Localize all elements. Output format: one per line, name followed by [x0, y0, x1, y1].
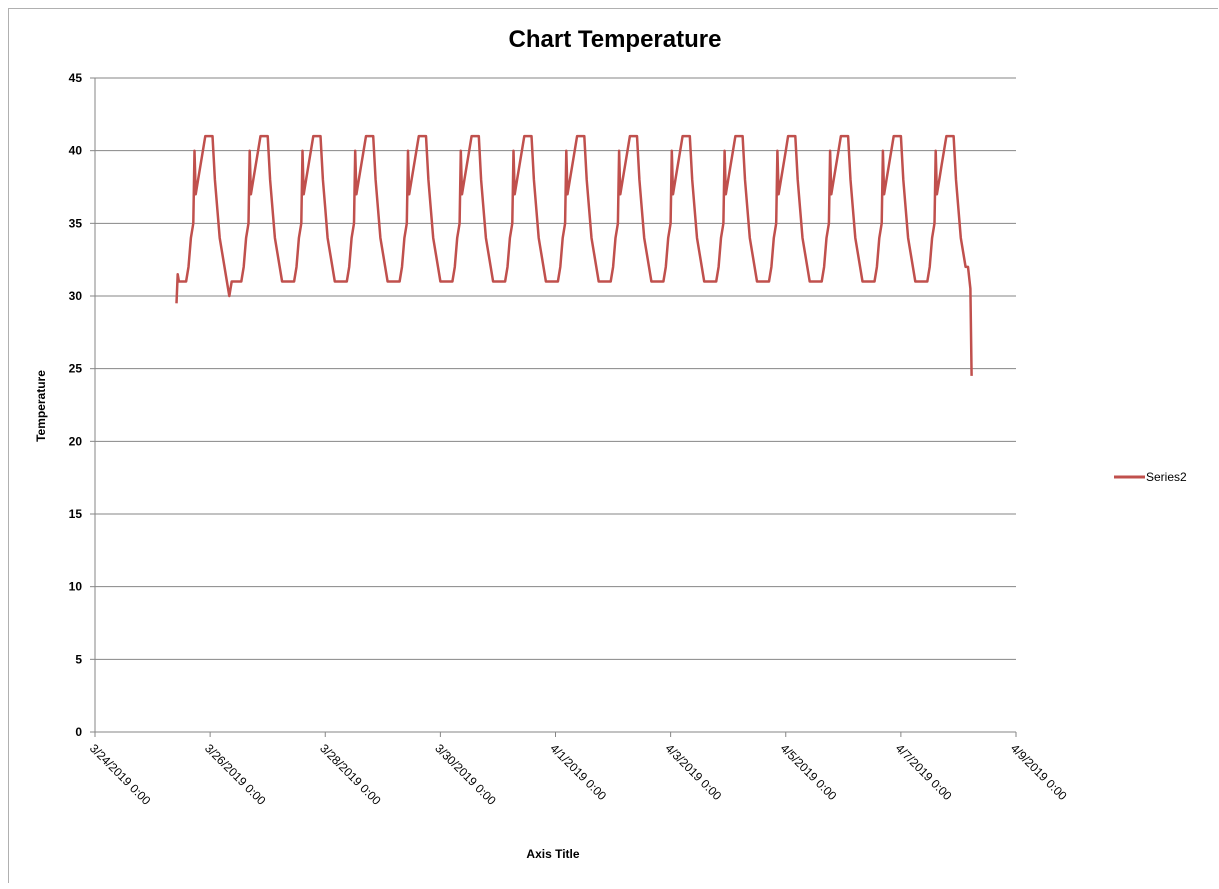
x-tick-label: 4/9/2019 0:00: [1008, 741, 1070, 803]
y-tick-label: 5: [75, 652, 82, 666]
y-tick-label: 10: [69, 580, 83, 594]
y-tick-label: 0: [75, 725, 82, 739]
y-tick-label: 40: [69, 144, 83, 158]
x-tick-label: 3/30/2019 0:00: [432, 741, 499, 808]
y-tick-label: 45: [69, 71, 83, 85]
x-axis-title: Axis Title: [526, 847, 579, 861]
y-tick-label: 30: [69, 289, 83, 303]
x-tick-label: 4/1/2019 0:00: [547, 741, 609, 803]
x-tick-label: 3/24/2019 0:00: [87, 741, 154, 808]
series-line-series2: [175, 134, 973, 376]
y-tick-label: 35: [69, 216, 83, 230]
chart-title: Chart Temperature: [509, 26, 722, 53]
y-axis-title: Temperature: [34, 370, 48, 442]
y-tick-label: 20: [69, 434, 83, 448]
x-tick-label: 3/28/2019 0:00: [317, 741, 384, 808]
axes: [94, 78, 1016, 733]
gridlines: [90, 77, 1017, 737]
chart-area: Chart Temperature 0 5 10 15 20 25 30 35 40 45 3/2…: [8, 8, 1218, 883]
series-layer: [175, 134, 973, 376]
x-tick-labels: 3/24/2019 0:00 3/26/2019 0:00 3/28/2019 0:…: [87, 741, 1070, 808]
x-tick-label: 3/26/2019 0:00: [202, 741, 269, 808]
y-tick-labels: 0 5 10 15 20 25 30 35 40 45: [69, 71, 83, 739]
temperature-chart: Chart Temperature 0 5 10 15 20 25 30 35 40 45 3/2…: [34, 26, 1187, 861]
y-tick-label: 15: [69, 507, 83, 521]
x-tick-label: 4/3/2019 0:00: [663, 741, 725, 803]
y-tick-label: 25: [69, 362, 83, 376]
legend: Series2: [1114, 470, 1187, 484]
legend-label-series2: Series2: [1146, 470, 1187, 484]
x-tick-label: 4/7/2019 0:00: [893, 741, 955, 803]
x-tick-label: 4/5/2019 0:00: [778, 741, 840, 803]
